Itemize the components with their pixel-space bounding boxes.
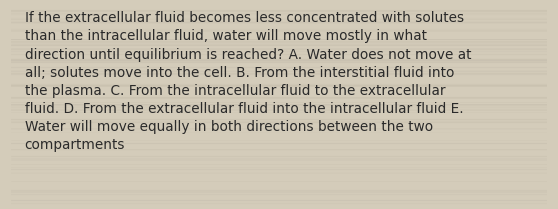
Text: If the extracellular fluid becomes less concentrated with solutes
than the intra: If the extracellular fluid becomes less … [25, 11, 471, 152]
